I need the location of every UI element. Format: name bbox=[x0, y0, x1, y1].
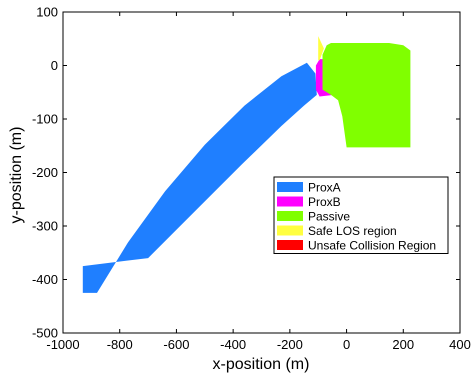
x-tick-label: -400 bbox=[220, 337, 246, 352]
region-passive bbox=[322, 43, 411, 148]
x-tick-label: 0 bbox=[343, 337, 350, 352]
legend-label-passive: Passive bbox=[308, 210, 350, 224]
legend-swatch-passive bbox=[277, 211, 303, 221]
legend-label-unsafe-collision-region: Unsafe Collision Region bbox=[308, 239, 436, 253]
y-tick-label: -400 bbox=[32, 272, 58, 287]
axes: -1000 -800 -600 -400 -200 0 200 400 100 0 -100 -200… bbox=[32, 5, 471, 353]
region-safe-los-region bbox=[318, 36, 324, 61]
y-tick-label: -500 bbox=[32, 326, 58, 341]
legend-label-proxb: ProxB bbox=[308, 195, 341, 209]
region-layer bbox=[82, 36, 411, 293]
y-tick-label: -300 bbox=[32, 219, 58, 234]
legend-swatch-proxa bbox=[277, 182, 303, 192]
legend-label-proxa: ProxA bbox=[308, 181, 341, 195]
x-tick-label: -200 bbox=[277, 337, 303, 352]
region-proxa bbox=[82, 62, 317, 293]
x-tick-label: -600 bbox=[163, 337, 189, 352]
legend-label-safe-los-region: Safe LOS region bbox=[308, 224, 397, 238]
y-tick-label: 100 bbox=[36, 5, 58, 20]
legend-swatch-safe-los-region bbox=[277, 225, 303, 236]
x-tick-label: 400 bbox=[449, 337, 471, 352]
y-tick-label: -200 bbox=[32, 165, 58, 180]
y-tick-label: -100 bbox=[32, 112, 58, 127]
legend-swatch-proxb bbox=[277, 196, 303, 207]
x-tick-label: -800 bbox=[107, 337, 133, 352]
legend-swatch-unsafe-collision-region bbox=[277, 240, 303, 250]
x-tick-label: 200 bbox=[392, 337, 414, 352]
x-tick-label: -1000 bbox=[46, 337, 79, 352]
y-axis-label: y-position (m) bbox=[8, 127, 25, 224]
x-axis-label: x-position (m) bbox=[213, 356, 310, 373]
y-tick-label: 0 bbox=[51, 58, 58, 73]
